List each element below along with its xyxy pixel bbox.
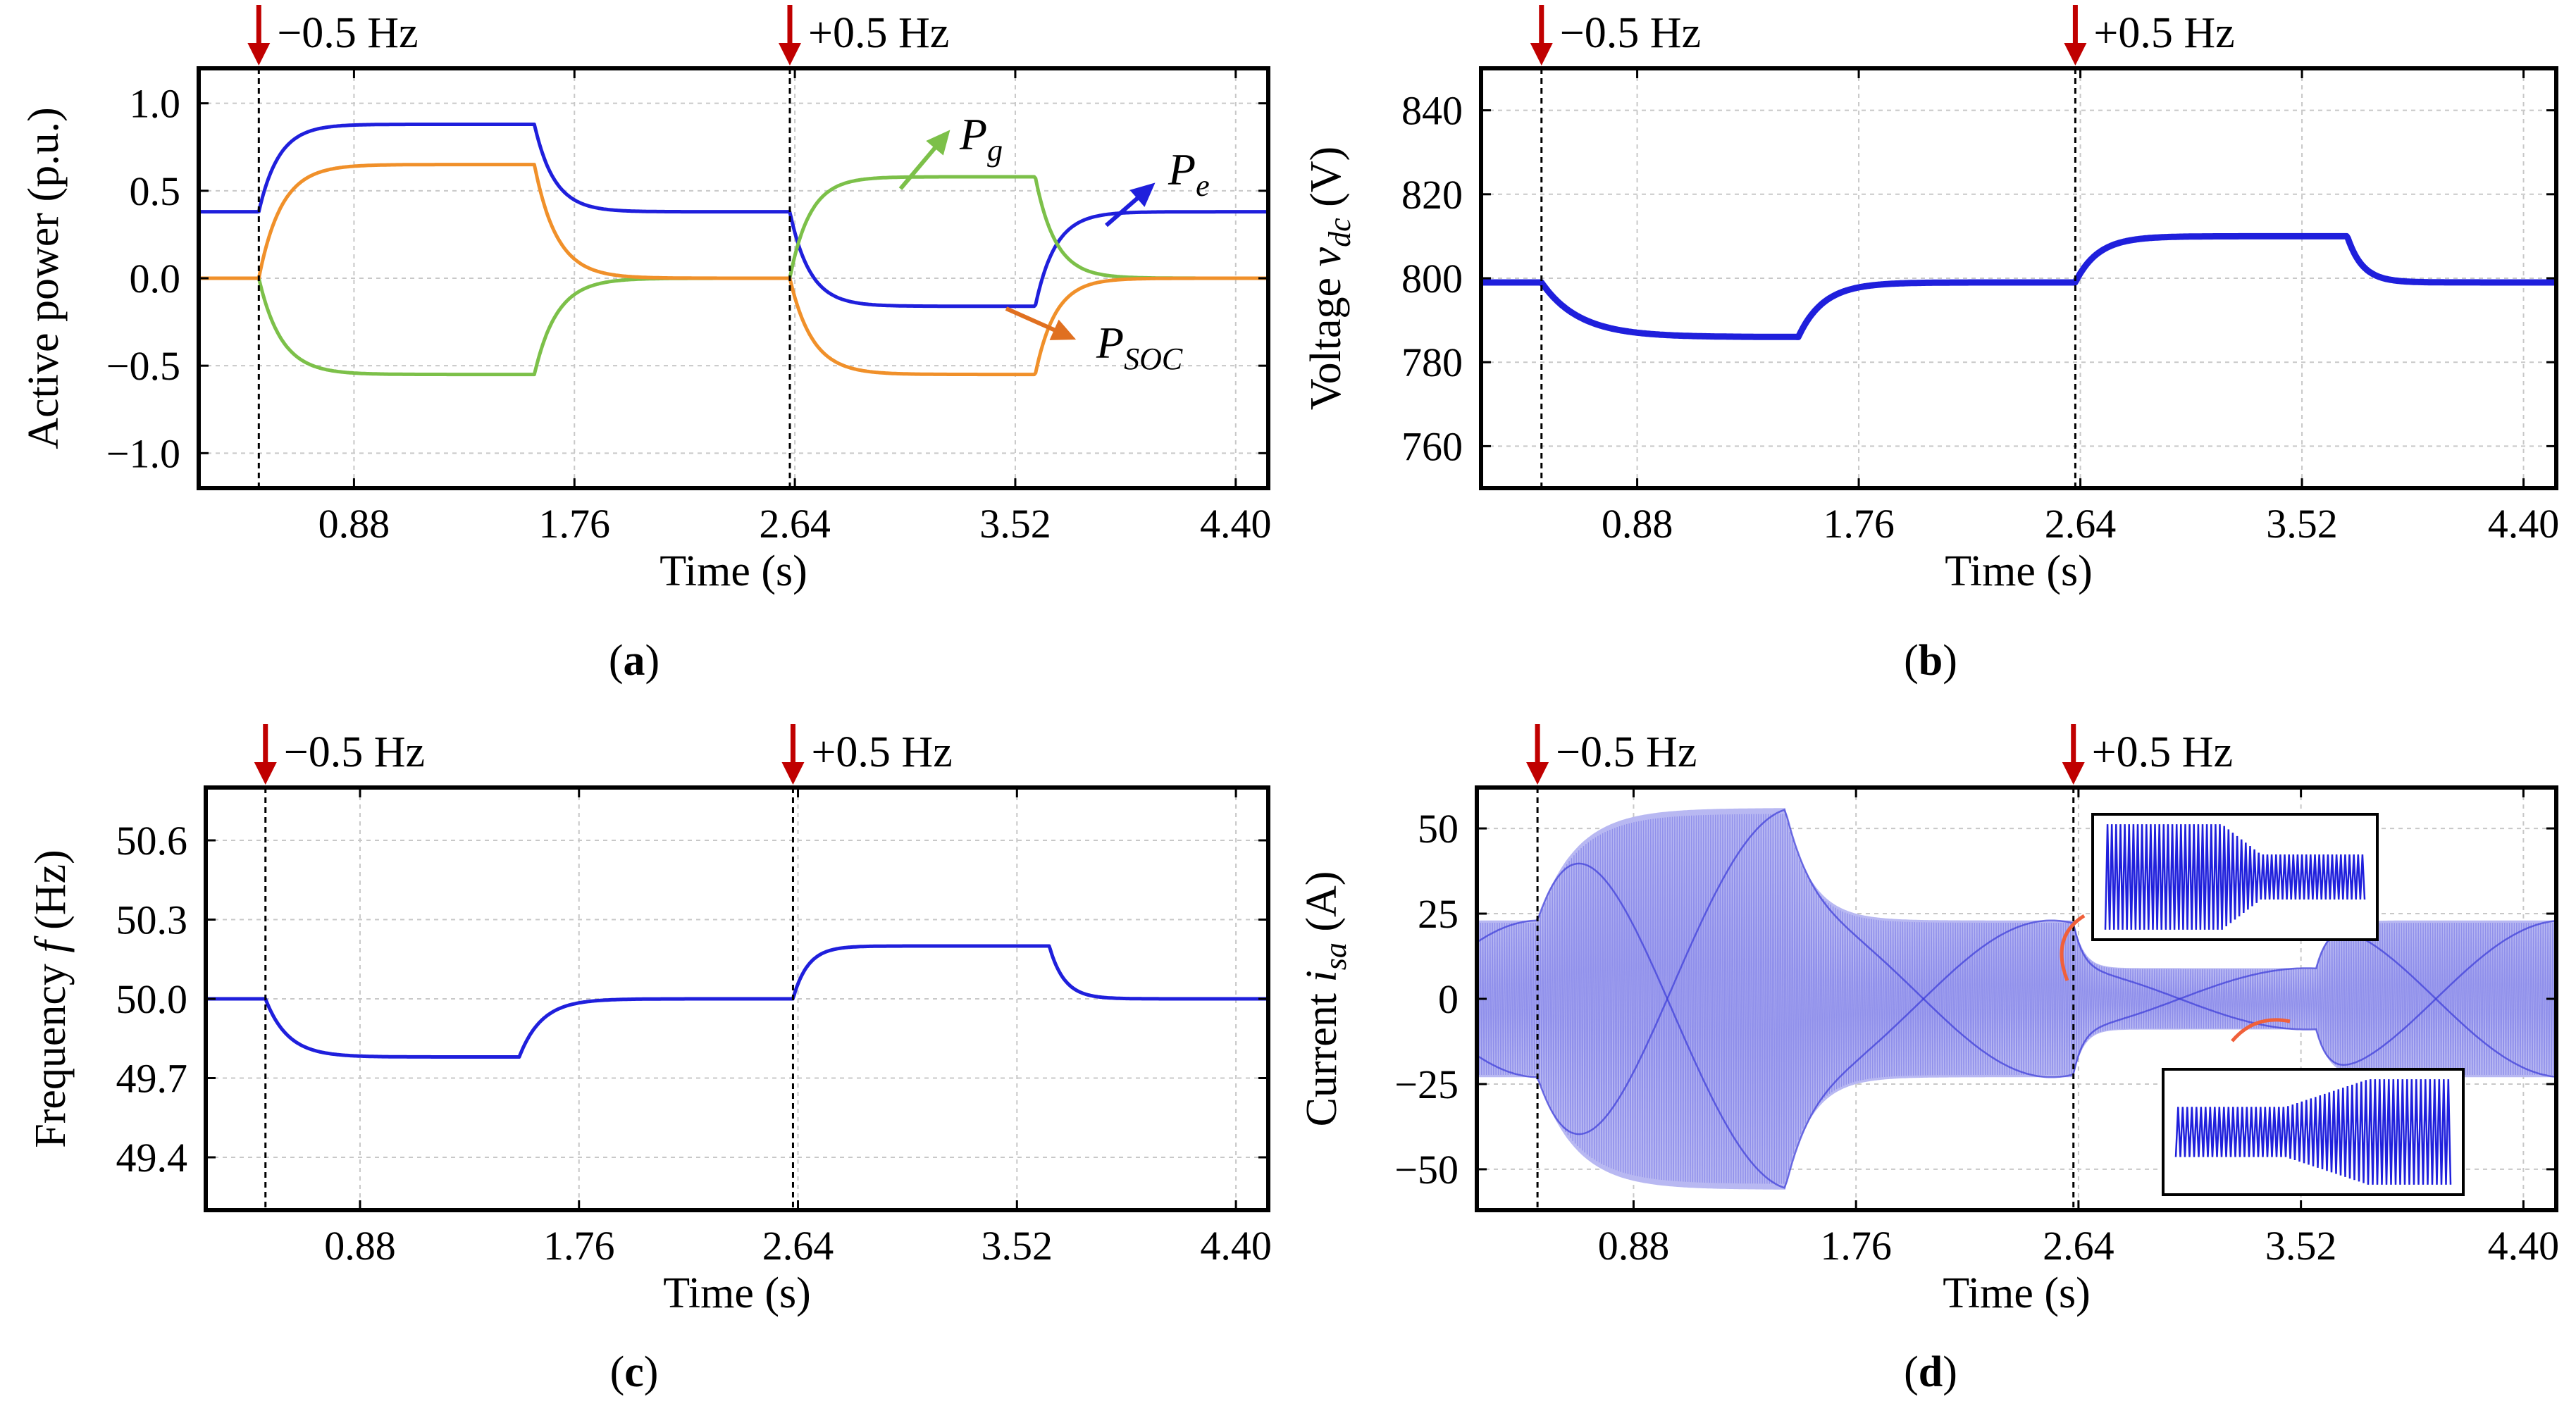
x-tick-label: 4.40 [2488, 501, 2560, 547]
series-isa-beat [1477, 862, 2556, 1189]
y-tick-label: 1.0 [130, 81, 181, 127]
annotation-Pe: Pe [1105, 144, 1210, 228]
annotation-Psoc: PSOC [1005, 306, 1183, 376]
chart-panel-2: −0.5 Hz +0.5 Hz 0.88 1.76 2.64 3.52 4.40 840 820… [1302, 5, 2559, 685]
subfigure-label: (c) [610, 1348, 659, 1396]
zoom-arrow [2060, 914, 2086, 981]
event-label: +0.5 Hz [2093, 9, 2234, 57]
event-label: +0.5 Hz [808, 9, 949, 57]
subfigure-label: (d) [1904, 1348, 1957, 1396]
event-label: −0.5 Hz [1560, 9, 1701, 57]
plot-area [1481, 232, 2556, 340]
event-arrow [778, 5, 801, 66]
event-arrow [254, 724, 277, 785]
event-arrow [1526, 724, 1549, 785]
series-vdc [1481, 232, 2556, 340]
x-tick-label: 1.76 [543, 1223, 615, 1269]
x-tick-label: 0.88 [318, 501, 390, 547]
y-tick-label: −50 [1394, 1147, 1459, 1193]
y-tick-label: 49.7 [116, 1056, 188, 1102]
y-axis-label: Frequency f (Hz) [27, 850, 75, 1148]
x-tick-label: 1.76 [1820, 1223, 1892, 1269]
event-label: +0.5 Hz [811, 728, 952, 776]
grid [199, 68, 1268, 488]
y-tick-label: 49.4 [116, 1135, 188, 1181]
y-tick-label: 50.3 [116, 897, 188, 943]
annotation-label: Pe [1168, 144, 1210, 203]
y-axis-label: Voltage vdc (V) [1302, 147, 1357, 410]
y-tick-label: −1.0 [106, 430, 180, 476]
annotation-label: PSOC [1096, 318, 1183, 376]
x-tick-label: 3.52 [2266, 501, 2338, 547]
x-tick-label: 3.52 [979, 501, 1051, 547]
x-tick-label: 4.40 [1200, 501, 1272, 547]
x-tick-label: 3.52 [982, 1223, 1053, 1269]
x-tick-label: 3.52 [2265, 1223, 2337, 1269]
zoom-inset-trace [2104, 824, 2366, 930]
series-f [206, 944, 1268, 1059]
x-tick-label: 1.76 [539, 501, 611, 547]
y-tick-label: 760 [1401, 423, 1463, 469]
event-label: −0.5 Hz [1556, 728, 1697, 776]
y-tick-label: −0.5 [106, 343, 180, 389]
grid [1481, 68, 2556, 488]
y-tick-label: 0.0 [130, 256, 181, 301]
zoom-arrow [2231, 1018, 2291, 1043]
plot-area [199, 123, 1268, 377]
series-isa-beat [1477, 809, 2556, 1135]
x-tick-label: 0.88 [1602, 501, 1673, 547]
event-arrow [2062, 724, 2085, 785]
x-tick-label: 0.88 [324, 1223, 396, 1269]
zoom-inset [2162, 1018, 2465, 1196]
x-axis-label: Time (s) [1945, 547, 2093, 595]
chart-panel-3: −0.5 Hz +0.5 Hz 0.88 1.76 2.64 3.52 4.40 50.6 50… [27, 724, 1272, 1396]
series-Pe [199, 123, 1268, 309]
y-axis-label: Active power (p.u.) [20, 107, 68, 449]
x-axis-label: Time (s) [1943, 1269, 2091, 1317]
y-tick-label: 25 [1418, 891, 1459, 937]
x-tick-label: 4.40 [1200, 1223, 1272, 1269]
grid [206, 788, 1268, 1210]
plot-area [206, 944, 1268, 1059]
zoom-inset-trace [2174, 1079, 2452, 1185]
plot-area [1477, 808, 2556, 1190]
y-tick-label: 0.5 [130, 168, 181, 214]
y-tick-label: 50.0 [116, 976, 188, 1022]
chart-panel-1: −0.5 Hz +0.5 Hz 0.88 1.76 2.64 3.52 4.40 1.0 0.5… [20, 5, 1272, 685]
subfigure-label: (b) [1904, 637, 1957, 685]
y-tick-label: 50 [1418, 806, 1459, 852]
x-tick-label: 2.64 [2045, 501, 2117, 547]
y-tick-label: 820 [1401, 172, 1463, 218]
event-arrow [1530, 5, 1553, 66]
x-tick-label: 4.40 [2488, 1223, 2560, 1269]
x-tick-label: 0.88 [1598, 1223, 1670, 1269]
x-axis-label: Time (s) [663, 1269, 811, 1317]
x-axis-label: Time (s) [660, 547, 807, 595]
chart-panel-4: −0.5 Hz +0.5 Hz 0.88 1.76 2.64 3.52 4.40 50 25 0 −… [1298, 724, 2559, 1396]
subfigure-label: (a) [609, 637, 660, 685]
event-label: −0.5 Hz [284, 728, 425, 776]
y-tick-label: 780 [1401, 340, 1463, 385]
event-label: −0.5 Hz [277, 9, 418, 57]
annotation-Pg: Pg [898, 109, 1003, 190]
y-tick-label: 50.6 [116, 818, 188, 864]
x-tick-label: 2.64 [2043, 1223, 2114, 1269]
y-tick-label: 0 [1438, 976, 1459, 1022]
y-tick-label: −25 [1394, 1062, 1459, 1107]
annotation-label: Pg [959, 109, 1003, 168]
y-axis-label: Current isa (A) [1298, 871, 1353, 1127]
y-tick-label: 800 [1401, 256, 1463, 301]
series-Psoc [199, 163, 1268, 377]
event-arrow [2064, 5, 2087, 66]
event-label: +0.5 Hz [2092, 728, 2233, 776]
event-arrow [247, 5, 271, 66]
zoom-inset [2060, 813, 2379, 981]
event-arrow [781, 724, 805, 785]
x-tick-label: 2.64 [762, 1223, 834, 1269]
x-tick-label: 2.64 [759, 501, 831, 547]
y-tick-label: 840 [1401, 88, 1463, 134]
x-tick-label: 1.76 [1823, 501, 1895, 547]
